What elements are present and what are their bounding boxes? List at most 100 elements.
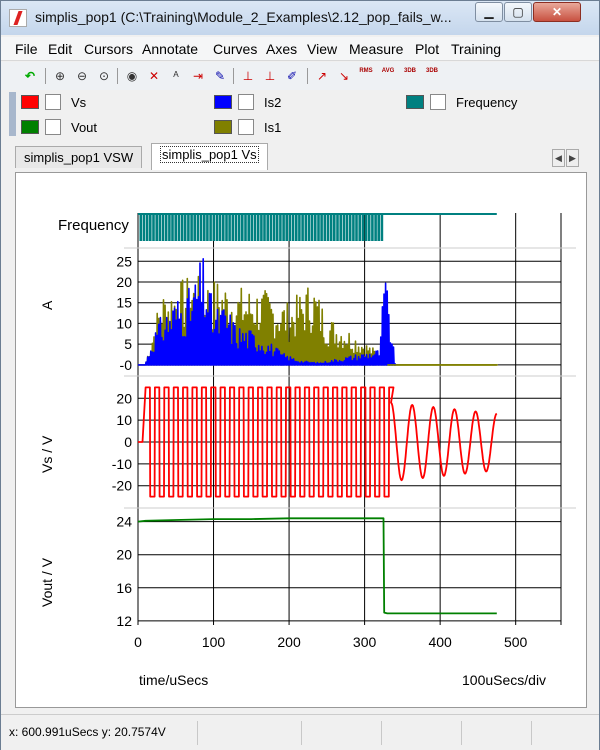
frequency-bar	[237, 213, 241, 241]
x-tick-label: 200	[277, 634, 301, 650]
frequency-bar	[272, 213, 276, 241]
frequency-bar	[269, 213, 273, 241]
fall-icon[interactable]: ↘	[338, 69, 350, 83]
3db-low-icon[interactable]: 3DB	[403, 68, 416, 74]
eye-icon[interactable]: ◉	[126, 69, 138, 83]
frequency-bar	[380, 213, 384, 241]
zoom-in-icon[interactable]: ⊕	[54, 69, 66, 83]
vout-color-swatch[interactable]	[21, 120, 39, 134]
tab-scroll-right-icon[interactable]: ▶	[566, 149, 579, 167]
tab-scroll-left-icon[interactable]: ◀	[552, 149, 565, 167]
frequency-bar	[358, 213, 361, 241]
frequency-bar	[222, 213, 225, 241]
frequency-bar	[266, 213, 269, 241]
tab-bar: simplis_pop1 VSW simplis_pop1 Vs ◀ ▶	[1, 141, 599, 173]
maximize-button[interactable]: ▢	[504, 2, 532, 22]
tab-simplis-pop1-vs[interactable]: simplis_pop1 Vs	[151, 143, 268, 170]
frequency-checkbox[interactable]	[430, 94, 446, 110]
frequency-bar	[377, 213, 380, 241]
rise-icon[interactable]: ↗	[316, 69, 328, 83]
vs-checkbox[interactable]	[45, 94, 61, 110]
is1-checkbox[interactable]	[238, 119, 254, 135]
vout-tick-label: 24	[116, 514, 132, 530]
frequency-bar	[367, 213, 371, 241]
legend-handle[interactable]	[9, 92, 16, 136]
current-axis-label: A	[39, 300, 55, 310]
frequency-bar	[190, 213, 193, 241]
toolbar-separator	[45, 68, 46, 84]
frequency-bar	[180, 213, 184, 241]
is1-color-swatch[interactable]	[214, 120, 232, 134]
frequency-bar	[203, 213, 206, 241]
x-tick-label: 300	[353, 634, 377, 650]
menu-bar: File Edit Cursors Annotate Curves Axes V…	[1, 37, 599, 61]
3db-high-icon[interactable]: 3DB	[425, 68, 438, 74]
frequency-bar	[310, 213, 314, 241]
vs-tick-label: 20	[116, 390, 132, 406]
frequency-bar	[291, 213, 295, 241]
frequency-bar	[364, 213, 368, 241]
status-separator	[381, 721, 382, 745]
menu-plot[interactable]: Plot	[415, 41, 440, 57]
menu-axes[interactable]: Axes	[266, 41, 298, 57]
is2-checkbox[interactable]	[238, 94, 254, 110]
vout-tick-label: 12	[116, 613, 132, 629]
current-tick-label: -0	[120, 357, 133, 373]
menu-training[interactable]: Training	[451, 41, 502, 57]
vout-tick-label: 16	[116, 580, 132, 596]
minimize-button[interactable]: ▁	[475, 2, 503, 22]
x-tick-label: 400	[428, 634, 452, 650]
current-tick-label: 10	[116, 315, 132, 331]
vs-axis-label: Vs / V	[39, 435, 55, 473]
menu-edit[interactable]: Edit	[48, 41, 73, 57]
cursor-b-icon[interactable]: ⊥	[264, 69, 276, 83]
status-separator	[301, 721, 302, 745]
paint-icon[interactable]: ✐	[286, 69, 298, 83]
undo-icon[interactable]: ↶	[24, 69, 36, 83]
plot-canvas[interactable]: 0 100 200 300 400 500 25 20 15 10 5 -0 20 10 0 -10 -20 24…	[15, 172, 587, 708]
vs-tick-label: 10	[116, 412, 132, 428]
frequency-bar	[234, 213, 238, 241]
vs-color-swatch[interactable]	[21, 95, 39, 109]
toolbar-separator	[117, 68, 118, 84]
frequency-bar	[339, 213, 342, 241]
toolbar-separator	[233, 68, 234, 84]
menu-annotate[interactable]: Annotate	[142, 41, 199, 57]
move-curve-icon[interactable]: ⇥	[192, 69, 204, 83]
tab-simplis-pop1-vsw[interactable]: simplis_pop1 VSW	[15, 146, 143, 168]
menu-cursors[interactable]: Cursors	[84, 41, 134, 57]
curve-legend: Vs Is2 Frequency Vout Is1	[1, 90, 599, 140]
frequency-bar	[326, 213, 330, 241]
zoom-fit-icon[interactable]: ⊙	[98, 69, 110, 83]
frequency-color-swatch[interactable]	[406, 95, 424, 109]
is2-color-swatch[interactable]	[214, 95, 232, 109]
edit-curve-icon[interactable]: ✎	[214, 69, 226, 83]
rms-icon[interactable]: RMS	[359, 68, 373, 74]
zoom-out-icon[interactable]: ⊖	[76, 69, 88, 83]
menu-measure[interactable]: Measure	[349, 41, 404, 57]
avg-icon[interactable]: AVG	[381, 68, 395, 74]
frequency-bar	[228, 213, 231, 241]
frequency-bar	[256, 213, 260, 241]
vout-axis-label: Vout / V	[39, 557, 55, 607]
frequency-bar	[168, 213, 171, 241]
close-button[interactable]: ✕	[533, 2, 581, 22]
frequency-bar	[215, 213, 219, 241]
cursor-a-icon[interactable]: ⊥	[242, 69, 254, 83]
vout-checkbox[interactable]	[45, 119, 61, 135]
frequency-bar	[171, 213, 174, 241]
vs-tick-label: 0	[124, 434, 132, 450]
x-tick-label: 100	[202, 634, 226, 650]
delete-curve-icon[interactable]: ✕	[148, 69, 160, 83]
frequency-bar	[371, 213, 374, 241]
frequency-bar	[206, 213, 209, 241]
frequency-bar	[218, 213, 222, 241]
menu-curves[interactable]: Curves	[213, 41, 258, 57]
menu-view[interactable]: View	[307, 41, 338, 57]
current-tick-label: 5	[124, 336, 132, 352]
simplis-app-icon	[9, 9, 27, 27]
rename-curve-icon[interactable]: ᴬ	[173, 69, 179, 83]
menu-file[interactable]: File	[15, 41, 38, 57]
waveform-plot[interactable]: 0 100 200 300 400 500252015105-020100-10-2024…	[16, 173, 588, 709]
frequency-bar	[253, 213, 257, 241]
